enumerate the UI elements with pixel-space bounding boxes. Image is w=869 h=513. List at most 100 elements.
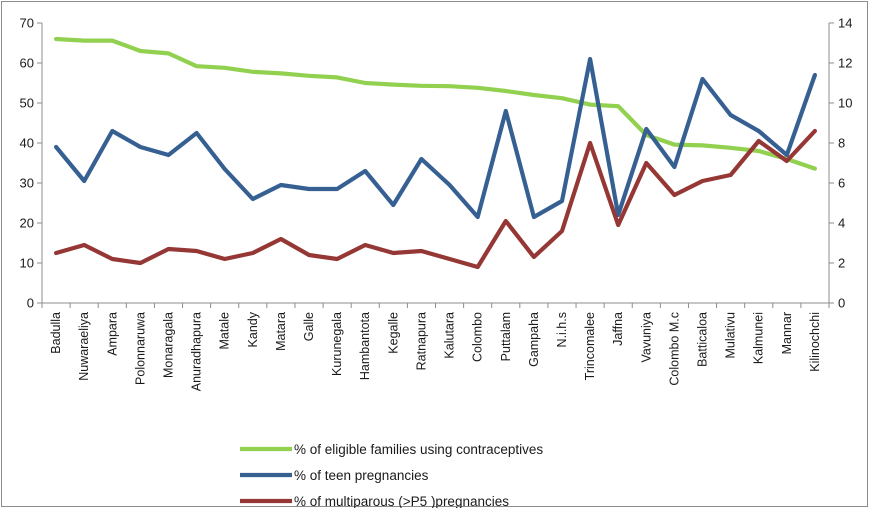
- series-2-point: [195, 249, 199, 253]
- series-1-point: [82, 179, 86, 183]
- series-1-point: [54, 145, 58, 149]
- series-0-point: [54, 37, 58, 41]
- left-tick-label: 40: [20, 136, 34, 151]
- category-label: Ampara: [105, 312, 119, 356]
- series-0-point: [476, 86, 480, 90]
- series-line-1: [53, 56, 818, 220]
- series-1-point: [335, 187, 339, 191]
- series-1-point: [251, 197, 255, 201]
- series-1-point: [532, 215, 536, 219]
- series-1-point: [138, 145, 142, 149]
- series-0-point: [110, 39, 114, 43]
- category-label: Matara: [274, 312, 288, 351]
- legend: % of eligible families using contracepti…: [240, 442, 543, 509]
- left-tick-label: 0: [27, 296, 34, 311]
- series-2-point: [757, 139, 761, 143]
- series-2-point: [476, 265, 480, 269]
- legend-label-2: % of multiparous (>P5 )pregnancies: [294, 494, 509, 508]
- category-label: Monaragala: [161, 312, 175, 378]
- category-label: Kalmunei: [752, 312, 766, 364]
- series-2-point: [588, 141, 592, 145]
- legend-label-0: % of eligible families using contracepti…: [294, 442, 543, 457]
- series-2-point: [700, 179, 705, 183]
- series-1-point: [504, 109, 508, 113]
- category-label: Ratnapura: [414, 312, 428, 370]
- series-0-point: [279, 71, 283, 75]
- series-0-point: [82, 39, 86, 43]
- category-label: Matale: [218, 312, 232, 350]
- series-1-point: [757, 129, 761, 133]
- category-label: Polonnaruwa: [133, 312, 147, 385]
- series-2-point: [110, 257, 114, 261]
- series-0-point: [419, 84, 423, 88]
- series-2-point: [138, 261, 142, 265]
- series-2-point: [785, 159, 789, 163]
- series-1-point: [616, 213, 620, 217]
- left-tick-label: 20: [20, 216, 34, 231]
- series-2-point: [166, 247, 171, 251]
- series-0-point: [195, 64, 199, 68]
- left-tick-label: 50: [20, 96, 34, 111]
- series-0-point: [532, 93, 536, 97]
- category-label: N.i.h.s: [555, 312, 569, 347]
- category-label: Kegalle: [386, 312, 400, 354]
- series-2-point: [279, 237, 283, 241]
- series-line-2: [53, 128, 818, 270]
- series-1-point: [195, 131, 199, 135]
- series-1-point: [560, 199, 564, 203]
- series-1-point: [391, 203, 395, 207]
- right-tick-label: 4: [838, 216, 845, 231]
- series-1-point: [813, 73, 817, 77]
- series-2-point: [335, 257, 339, 261]
- series-0-point: [672, 143, 677, 147]
- series-0-point: [223, 66, 227, 70]
- series-line-0: [53, 36, 818, 171]
- right-tick-label: 12: [838, 56, 852, 71]
- series-2-point: [391, 251, 395, 255]
- series-2-point: [644, 161, 648, 165]
- category-label: Colombo: [471, 312, 485, 362]
- series-1-point: [307, 187, 311, 191]
- series-1-point: [644, 127, 648, 131]
- category-label: Nuwaraeliya: [77, 312, 91, 381]
- category-label: Gampaha: [527, 312, 541, 367]
- category-label: Kalutara: [443, 312, 457, 359]
- series-1-point: [785, 153, 789, 157]
- series-0-point: [335, 75, 339, 79]
- category-label: Hambantota: [358, 312, 372, 380]
- series-0-point: [560, 96, 564, 100]
- series-0-point: [363, 81, 367, 85]
- series-1-point: [110, 129, 114, 133]
- series-1-point: [448, 183, 452, 187]
- series-lines: [53, 36, 818, 270]
- left-tick-label: 10: [20, 256, 34, 271]
- series-1-point: [476, 215, 480, 219]
- series-0-point: [391, 83, 395, 87]
- axes: 0 10 20 30 40 50 60 70 0 2 4 6 8 10 12 14 Badulla Nuwarae…: [20, 16, 853, 392]
- series-2-point: [813, 129, 817, 133]
- left-tick-label: 30: [20, 176, 34, 191]
- series-2-point: [672, 193, 677, 197]
- left-tick-label: 70: [20, 16, 34, 31]
- category-label: Kandy: [246, 311, 260, 347]
- series-1-point: [363, 169, 367, 173]
- right-tick-label: 10: [838, 96, 852, 111]
- series-1-point: [419, 157, 423, 161]
- category-label: Kurunegala: [330, 312, 344, 376]
- category-label: Mulativu: [724, 312, 738, 359]
- series-1-point: [279, 183, 283, 187]
- series-2-point: [504, 219, 508, 223]
- category-label: Kilinochchi: [808, 312, 822, 372]
- series-0-point: [307, 74, 311, 78]
- right-tick-label: 0: [838, 296, 845, 311]
- series-1-point: [729, 113, 733, 117]
- category-label: Colombo M.c: [667, 312, 681, 386]
- legend-label-1: % of teen pregnancies: [294, 468, 429, 483]
- right-tick-label: 8: [838, 136, 845, 151]
- series-0-point: [504, 89, 508, 93]
- left-tick-label: 60: [20, 56, 34, 71]
- series-2-point: [419, 249, 423, 253]
- series-2-point: [223, 257, 227, 261]
- category-label: Galle: [302, 312, 316, 341]
